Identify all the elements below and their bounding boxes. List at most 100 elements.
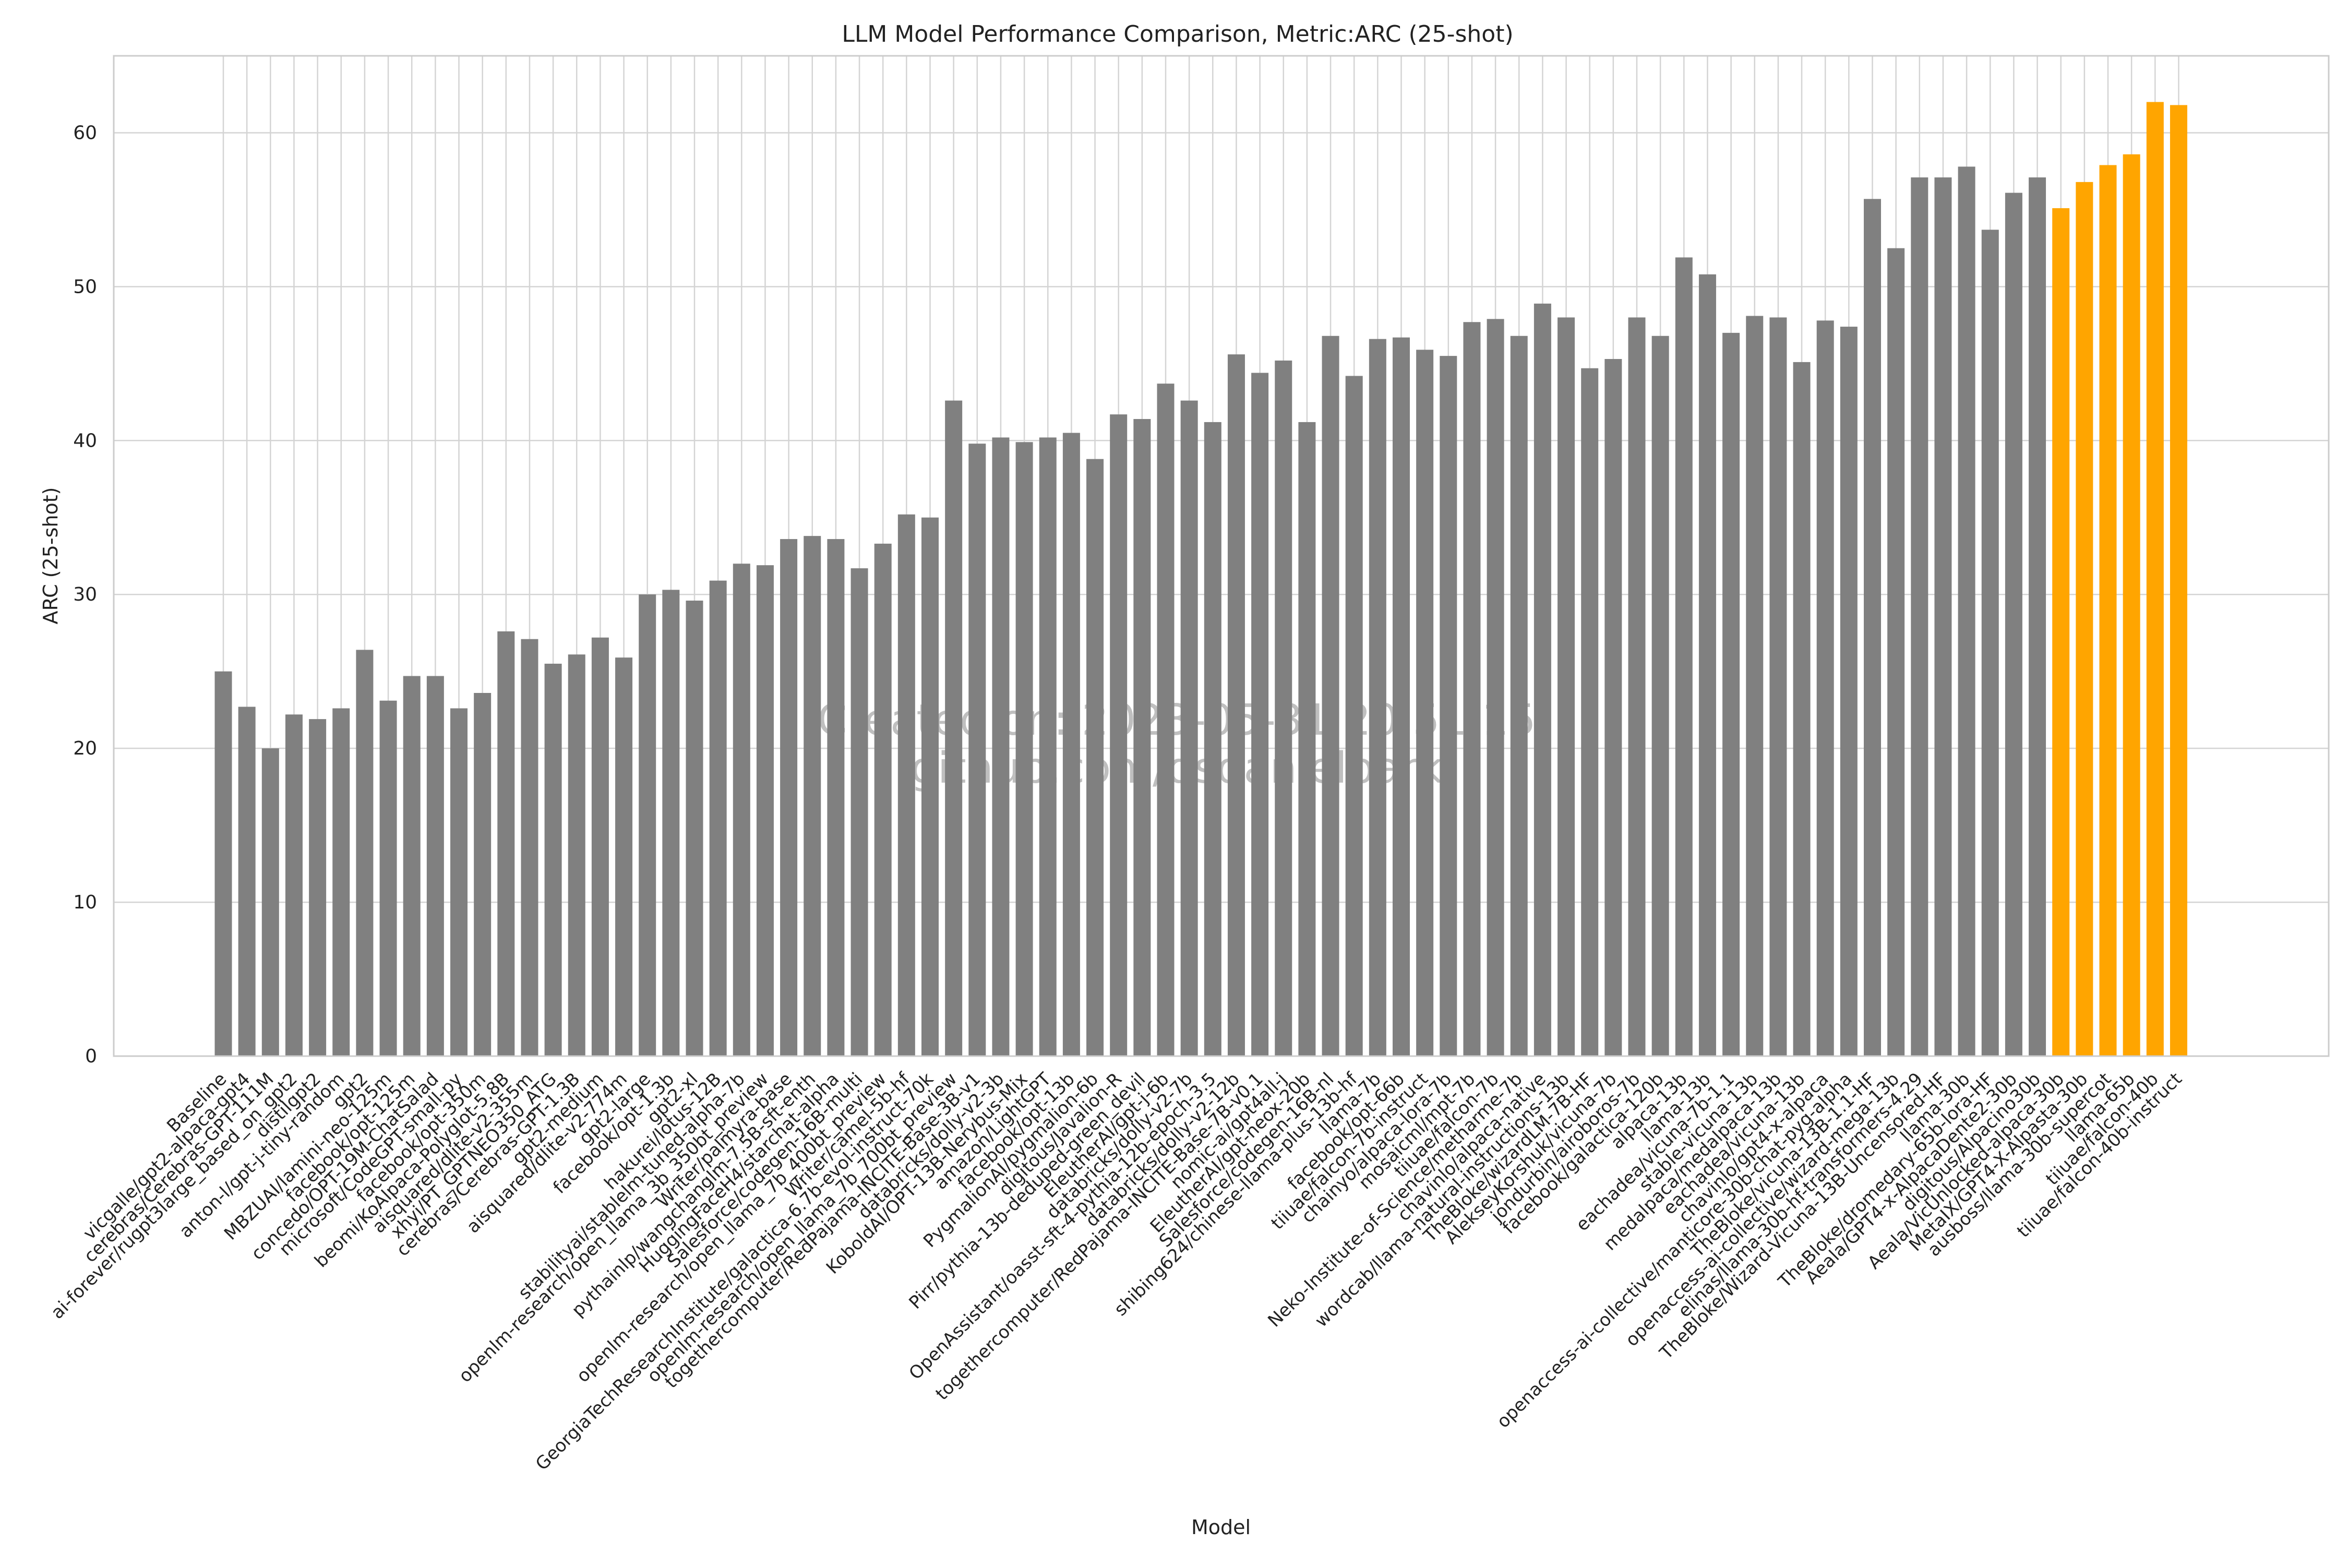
bars xyxy=(214,102,2187,1057)
bar xyxy=(1958,166,1975,1056)
bar xyxy=(2029,177,2046,1056)
y-tick-label: 60 xyxy=(73,122,97,143)
bar xyxy=(332,708,350,1056)
bar xyxy=(1298,422,1316,1056)
bar xyxy=(1651,336,1669,1056)
y-tick-label: 10 xyxy=(73,892,97,913)
bar xyxy=(1133,419,1151,1056)
y-tick-label: 20 xyxy=(73,738,97,759)
bar xyxy=(1604,358,1622,1056)
bar xyxy=(662,590,680,1056)
x-axis-label: Model xyxy=(1191,1516,1251,1539)
y-ticks: 0 10 20 30 40 50 60 xyxy=(73,122,97,1067)
bar xyxy=(639,594,656,1056)
bar xyxy=(2099,165,2117,1056)
y-axis-label: ARC (25-shot) xyxy=(39,487,62,625)
bar xyxy=(1227,354,1245,1056)
y-tick-label: 0 xyxy=(85,1046,97,1067)
chart-title: LLM Model Performance Comparison, Metric… xyxy=(842,21,1513,47)
bar xyxy=(1628,317,1646,1057)
bar xyxy=(1322,336,1339,1056)
bar xyxy=(1981,230,1999,1057)
bar xyxy=(356,650,374,1056)
bar xyxy=(1369,339,1386,1056)
bar xyxy=(1039,437,1057,1057)
bar xyxy=(1393,337,1410,1056)
bar xyxy=(1204,422,1221,1056)
bar xyxy=(1911,177,1928,1056)
bar xyxy=(1463,322,1481,1056)
x-ticks: Baselinevicgalle/gpt2-alpaca-gpt4cerebra… xyxy=(47,1068,2186,1475)
bar xyxy=(1086,459,1104,1056)
bar xyxy=(827,539,845,1056)
bar xyxy=(1840,327,1858,1056)
bar xyxy=(285,714,303,1056)
bar xyxy=(568,654,585,1056)
y-tick-label: 40 xyxy=(73,430,97,451)
bar xyxy=(1416,350,1434,1056)
bar xyxy=(1675,257,1693,1056)
bar xyxy=(214,671,232,1056)
bar xyxy=(2170,105,2187,1057)
bar xyxy=(521,639,538,1056)
bar xyxy=(1180,400,1198,1056)
bar xyxy=(1934,177,1952,1056)
bar xyxy=(2123,154,2140,1057)
bar xyxy=(544,663,562,1056)
bar xyxy=(733,564,750,1056)
bar xyxy=(1157,384,1175,1056)
bar xyxy=(261,748,279,1056)
bar xyxy=(309,719,327,1056)
bar xyxy=(968,444,986,1056)
y-tick-label: 30 xyxy=(73,584,97,605)
bar xyxy=(1510,336,1528,1056)
bar xyxy=(2076,182,2093,1056)
bar xyxy=(1440,356,1457,1056)
bar xyxy=(1887,248,1905,1057)
bar xyxy=(1534,303,1551,1056)
watermark-line-2: github.com/dsdanielpark xyxy=(911,744,1443,793)
bar xyxy=(945,400,963,1056)
bar xyxy=(709,580,727,1056)
bar xyxy=(921,517,939,1056)
bar xyxy=(403,676,421,1056)
bar xyxy=(450,708,468,1056)
bar xyxy=(1581,368,1599,1056)
bar xyxy=(1722,332,1740,1056)
bar xyxy=(686,601,703,1056)
bar xyxy=(497,631,515,1056)
bar xyxy=(756,565,774,1056)
bar xyxy=(2146,102,2164,1056)
bar xyxy=(1015,442,1033,1057)
bar xyxy=(897,514,915,1056)
bar xyxy=(874,543,892,1056)
bar xyxy=(2052,208,2070,1056)
bar xyxy=(1251,373,1269,1057)
y-tick-label: 50 xyxy=(73,276,97,297)
bar xyxy=(379,700,397,1056)
bar xyxy=(804,536,821,1056)
bar xyxy=(1864,199,1881,1057)
bar xyxy=(1062,433,1080,1056)
bar xyxy=(1345,376,1363,1057)
bar xyxy=(780,539,798,1056)
bar xyxy=(1816,320,1834,1056)
bar xyxy=(238,707,256,1056)
bar xyxy=(992,437,1010,1057)
bar xyxy=(426,676,444,1056)
bar xyxy=(591,637,609,1056)
bar xyxy=(1793,362,1811,1056)
bar xyxy=(850,568,868,1056)
bar xyxy=(1746,316,1764,1057)
bar xyxy=(615,657,633,1056)
plot-frame xyxy=(113,55,2330,1057)
bar xyxy=(1698,274,1716,1056)
bar xyxy=(2005,193,2022,1056)
bar xyxy=(1769,317,1787,1057)
bar xyxy=(1110,414,1128,1056)
bar xyxy=(1558,317,1575,1057)
bar xyxy=(1487,319,1504,1056)
bar xyxy=(474,692,492,1056)
